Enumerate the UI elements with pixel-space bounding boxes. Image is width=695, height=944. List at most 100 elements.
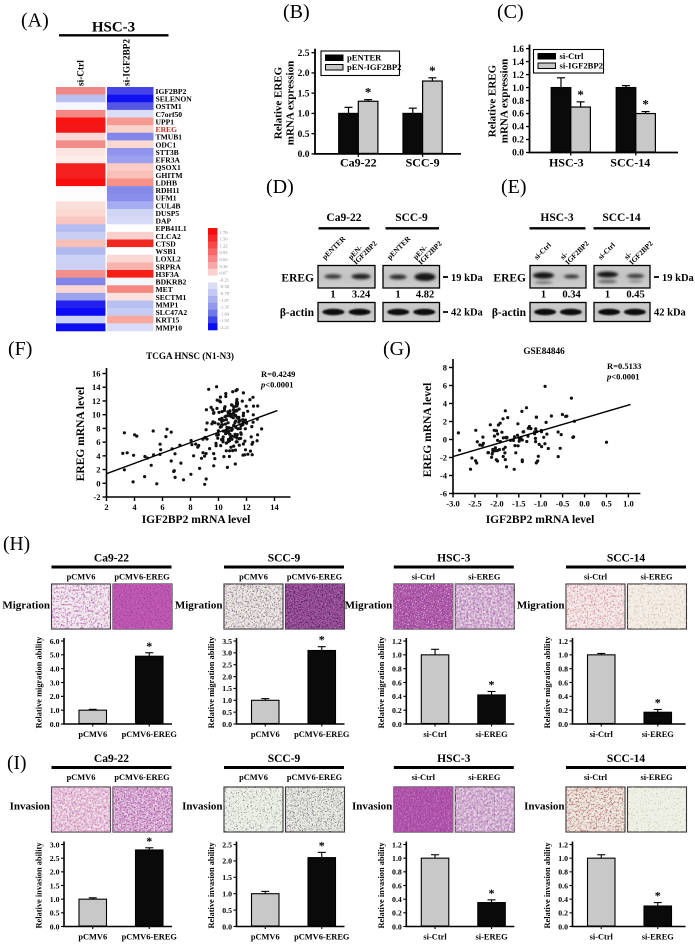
svg-text:si-EREG: si-EREG	[642, 933, 675, 942]
svg-text:si-Ctrl: si-Ctrl	[560, 51, 584, 61]
svg-text:EREG: EREG	[281, 273, 314, 285]
svg-text:1.2: 1.2	[512, 71, 524, 81]
svg-text:mRNA expression: mRNA expression	[285, 61, 297, 145]
svg-text:0.6: 0.6	[392, 678, 402, 687]
svg-text:MET: MET	[156, 285, 173, 294]
svg-text:0.2: 0.2	[558, 909, 568, 918]
svg-text:(C): (C)	[497, 1, 524, 23]
svg-text:0.5: 0.5	[298, 130, 310, 140]
svg-text:-1.0: -1.0	[534, 499, 547, 509]
svg-text:1.0: 1.0	[512, 84, 524, 94]
svg-text:si-EREG: si-EREG	[640, 773, 673, 782]
svg-text:SCC-14: SCC-14	[602, 212, 641, 224]
svg-text:SCC-9: SCC-9	[268, 553, 301, 565]
svg-text:2: 2	[96, 465, 100, 475]
svg-text:si-Ctrl: si-Ctrl	[423, 933, 447, 942]
svg-text:1.22: 1.22	[220, 243, 229, 248]
svg-text:si-EREG: si-EREG	[642, 730, 675, 739]
svg-text:pCMV6: pCMV6	[67, 773, 96, 782]
svg-text:R=0.5133: R=0.5133	[607, 361, 641, 371]
svg-text:4.82: 4.82	[416, 290, 434, 301]
svg-text:1.5: 1.5	[298, 89, 310, 99]
svg-text:-1.64: -1.64	[220, 311, 230, 316]
svg-text:0.2: 0.2	[392, 706, 402, 715]
svg-text:QSOX1: QSOX1	[156, 163, 182, 172]
svg-text:Ca9-22: Ca9-22	[94, 553, 129, 565]
svg-text:8: 8	[443, 363, 447, 373]
svg-text:GSE84846: GSE84846	[523, 346, 565, 356]
svg-text:42 kDa: 42 kDa	[451, 308, 484, 319]
svg-text:-0.79: -0.79	[220, 291, 230, 296]
svg-text:2.0: 2.0	[298, 69, 310, 79]
svg-text:4: 4	[96, 451, 101, 461]
svg-text:3.24: 3.24	[352, 290, 371, 301]
svg-text:1.0: 1.0	[623, 499, 634, 509]
svg-text:(E): (E)	[501, 176, 527, 198]
svg-text:19 kDa: 19 kDa	[662, 273, 695, 284]
svg-text:TMUB1: TMUB1	[156, 133, 183, 142]
svg-text:pCMV6: pCMV6	[239, 573, 268, 582]
svg-text:Invasion: Invasion	[182, 801, 222, 813]
svg-text:SCC-9: SCC-9	[268, 753, 301, 765]
svg-text:0.0: 0.0	[222, 720, 232, 729]
svg-text:Relative EREG: Relative EREG	[487, 64, 499, 137]
svg-text:-2: -2	[93, 492, 100, 502]
svg-text:EREG mRNA level: EREG mRNA level	[75, 387, 87, 482]
svg-text:-1.35: -1.35	[220, 305, 230, 310]
svg-text:0.5: 0.5	[222, 906, 232, 915]
svg-text:MMP10: MMP10	[156, 323, 183, 332]
svg-text:pCMV6-EREG: pCMV6-EREG	[114, 773, 170, 782]
svg-text:Relative invasion ability: Relative invasion ability	[207, 842, 216, 929]
svg-text:0.4: 0.4	[392, 692, 402, 701]
svg-text:pCMV6-EREG: pCMV6-EREG	[294, 933, 350, 942]
svg-text:SCC-9: SCC-9	[395, 212, 428, 224]
svg-text:WSB1: WSB1	[156, 247, 177, 256]
svg-text:*: *	[655, 889, 661, 903]
svg-text:CUL4B: CUL4B	[156, 201, 181, 210]
svg-text:IGF2BP2: IGF2BP2	[627, 239, 655, 267]
svg-text:4: 4	[443, 399, 448, 409]
svg-text:*: *	[642, 97, 649, 112]
svg-text:pCMV6: pCMV6	[251, 730, 280, 739]
svg-text:0.0: 0.0	[512, 149, 524, 159]
svg-text:EREG mRNA level: EREG mRNA level	[422, 383, 434, 478]
svg-text:0.5: 0.5	[601, 499, 612, 509]
svg-text:1.0: 1.0	[558, 651, 568, 660]
svg-text:LDHB: LDHB	[156, 178, 178, 187]
svg-text:-1.5: -1.5	[512, 499, 525, 509]
svg-text:3.5: 3.5	[222, 637, 232, 646]
svg-text:-0.50: -0.50	[220, 284, 230, 289]
svg-text:1.5: 1.5	[222, 684, 232, 693]
svg-text:IGF2BP2: IGF2BP2	[563, 239, 591, 267]
svg-text:-1.07: -1.07	[220, 298, 230, 303]
svg-text:1: 1	[395, 290, 400, 301]
svg-text:1.2: 1.2	[392, 637, 402, 646]
svg-text:GHITM: GHITM	[156, 171, 183, 180]
svg-text:pEN-IGF2BP2: pEN-IGF2BP2	[347, 62, 401, 72]
svg-text:β-actin: β-actin	[492, 307, 527, 319]
svg-text:1.2: 1.2	[558, 840, 568, 849]
svg-text:MMP1: MMP1	[156, 300, 179, 309]
svg-text:Relative migration ability: Relative migration ability	[35, 636, 44, 728]
svg-text:0.6: 0.6	[558, 881, 568, 890]
svg-text:HSC-3: HSC-3	[437, 553, 470, 565]
svg-text:-1.92: -1.92	[220, 318, 230, 323]
svg-text:SCC-14: SCC-14	[610, 156, 650, 170]
svg-text:-6: -6	[440, 489, 447, 499]
svg-text:SELENON: SELENON	[156, 95, 193, 104]
svg-text:CTSD: CTSD	[156, 239, 177, 248]
svg-text:0.6: 0.6	[512, 110, 524, 120]
svg-text:Relative invasion ability: Relative invasion ability	[35, 842, 44, 929]
svg-text:p<0.0001: p<0.0001	[260, 380, 293, 390]
svg-text:*: *	[319, 633, 325, 647]
svg-text:6: 6	[96, 437, 100, 447]
svg-text:1.76: 1.76	[220, 230, 229, 235]
svg-text:10: 10	[92, 410, 101, 420]
svg-text:(B): (B)	[283, 1, 310, 23]
svg-text:0.8: 0.8	[392, 664, 402, 673]
svg-text:Migration: Migration	[2, 600, 50, 612]
svg-text:1: 1	[541, 290, 546, 301]
svg-text:RDH11: RDH11	[156, 186, 180, 195]
svg-text:pENTER: pENTER	[320, 234, 348, 262]
svg-text:HSC-3: HSC-3	[549, 156, 584, 170]
